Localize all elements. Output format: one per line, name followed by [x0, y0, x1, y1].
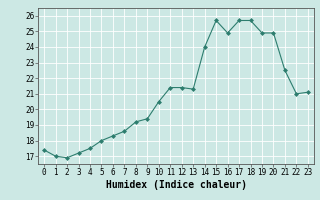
- X-axis label: Humidex (Indice chaleur): Humidex (Indice chaleur): [106, 180, 246, 190]
